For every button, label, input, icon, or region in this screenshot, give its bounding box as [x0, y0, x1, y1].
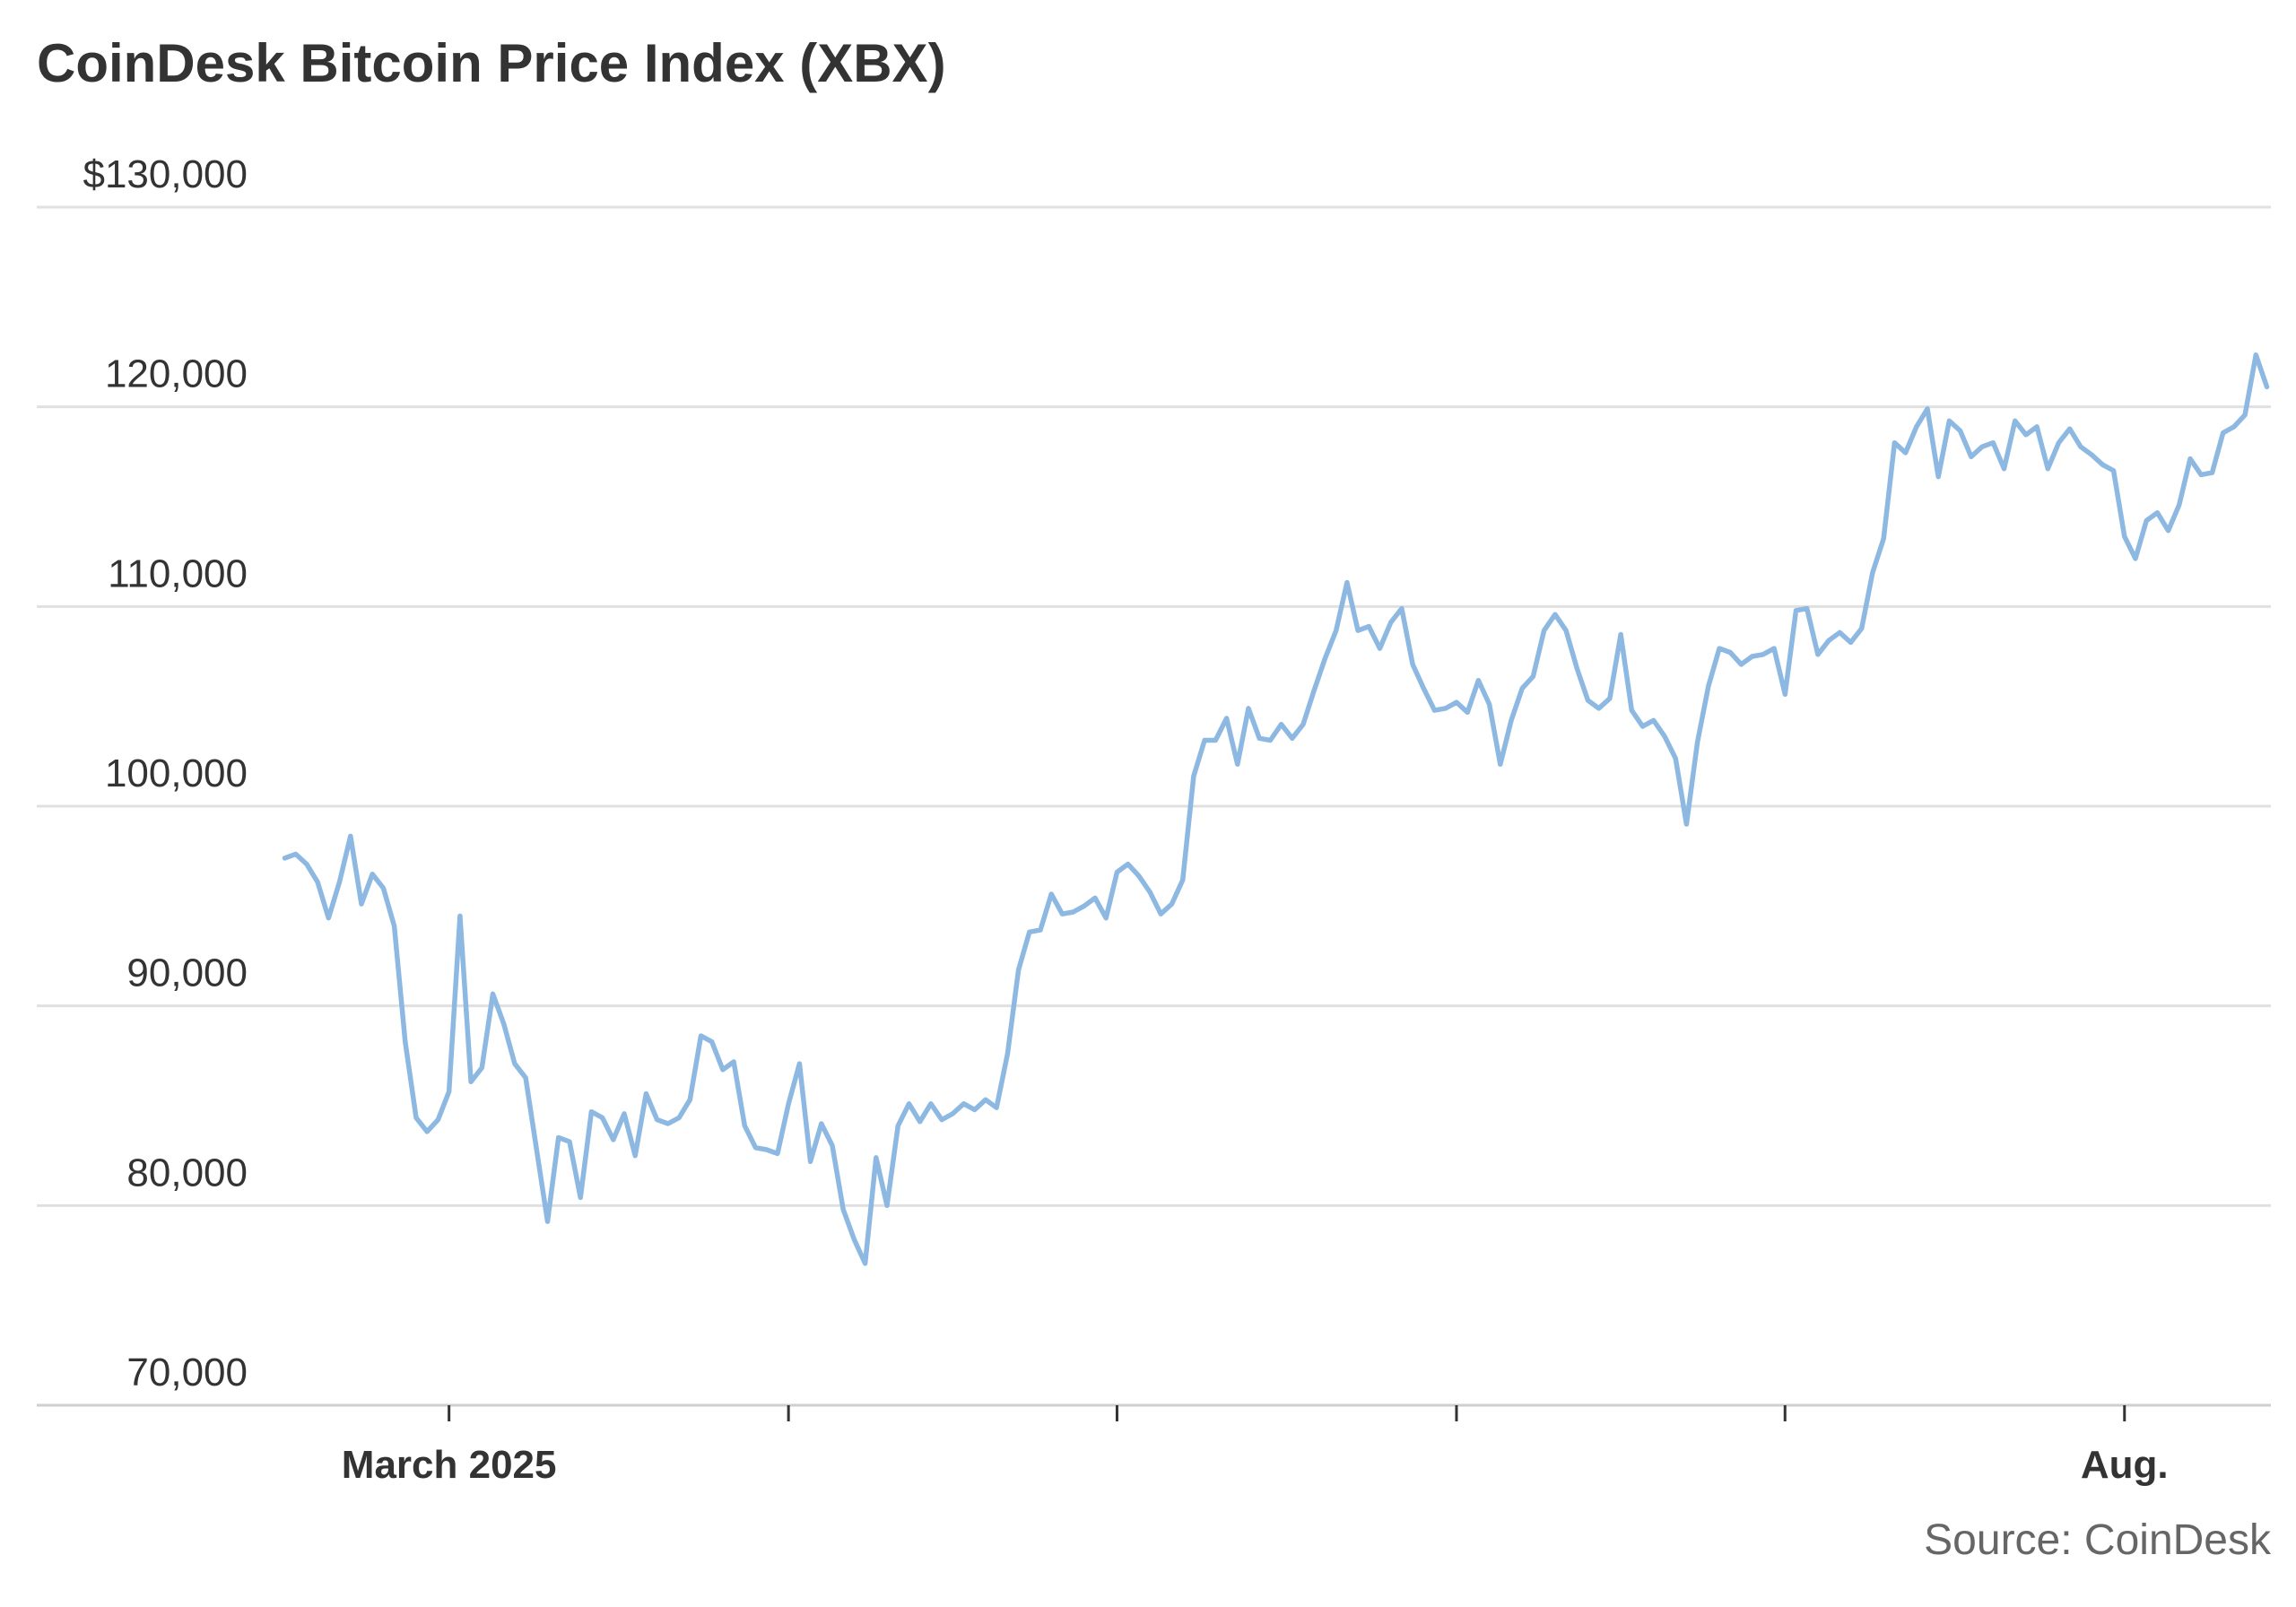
- x-tick-label: March 2025: [342, 1443, 557, 1487]
- y-tick-label: 110,000: [108, 552, 248, 595]
- x-tick-label: Aug.: [2081, 1443, 2169, 1487]
- y-tick-label: 90,000: [126, 951, 248, 995]
- y-tick-label: $130,000: [83, 152, 248, 196]
- y-tick-label: 100,000: [105, 751, 248, 795]
- source-note: Source: CoinDesk: [1924, 1516, 2271, 1564]
- chart-title: CoinDesk Bitcoin Price Index (XBX): [37, 33, 946, 93]
- y-tick-label: 80,000: [126, 1151, 248, 1194]
- y-tick-label: 70,000: [126, 1351, 248, 1394]
- price-line: [282, 352, 2270, 1266]
- y-tick-label: 120,000: [105, 352, 248, 396]
